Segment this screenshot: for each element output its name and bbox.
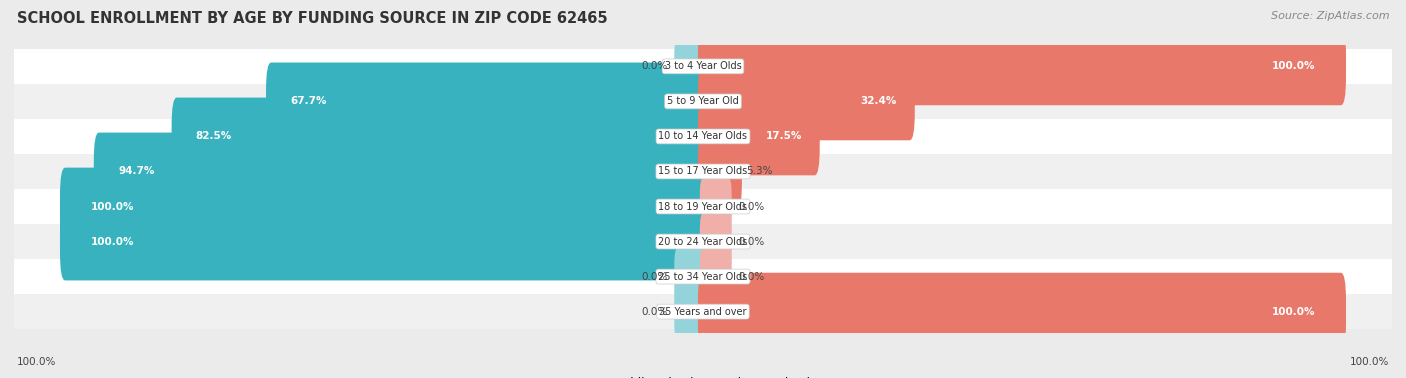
Text: 100.0%: 100.0% <box>90 201 134 212</box>
FancyBboxPatch shape <box>700 248 731 305</box>
FancyBboxPatch shape <box>172 98 709 175</box>
FancyBboxPatch shape <box>700 178 731 235</box>
Text: 5.3%: 5.3% <box>747 166 773 177</box>
Text: 18 to 19 Year Olds: 18 to 19 Year Olds <box>658 201 748 212</box>
Text: 10 to 14 Year Olds: 10 to 14 Year Olds <box>658 132 748 141</box>
Text: 20 to 24 Year Olds: 20 to 24 Year Olds <box>658 237 748 246</box>
Text: 82.5%: 82.5% <box>195 132 232 141</box>
Text: Source: ZipAtlas.com: Source: ZipAtlas.com <box>1271 11 1389 21</box>
FancyBboxPatch shape <box>266 62 709 140</box>
FancyBboxPatch shape <box>60 203 709 280</box>
Text: 0.0%: 0.0% <box>738 237 765 246</box>
FancyBboxPatch shape <box>60 167 709 245</box>
Text: 100.0%: 100.0% <box>1272 61 1316 71</box>
Text: 5 to 9 Year Old: 5 to 9 Year Old <box>666 96 740 107</box>
Text: 0.0%: 0.0% <box>641 307 668 317</box>
FancyBboxPatch shape <box>697 133 742 211</box>
Bar <box>14 224 1392 259</box>
Bar <box>14 154 1392 189</box>
FancyBboxPatch shape <box>675 248 706 305</box>
Text: 100.0%: 100.0% <box>1272 307 1316 317</box>
FancyBboxPatch shape <box>697 28 1346 105</box>
FancyBboxPatch shape <box>675 283 706 340</box>
Text: 94.7%: 94.7% <box>118 166 155 177</box>
Bar <box>14 84 1392 119</box>
Text: 100.0%: 100.0% <box>1350 357 1389 367</box>
Text: 100.0%: 100.0% <box>90 237 134 246</box>
Legend: Public School, Private School: Public School, Private School <box>596 377 810 378</box>
FancyBboxPatch shape <box>94 133 709 211</box>
Text: 0.0%: 0.0% <box>641 61 668 71</box>
Text: 0.0%: 0.0% <box>738 201 765 212</box>
Text: 0.0%: 0.0% <box>641 271 668 282</box>
Text: SCHOOL ENROLLMENT BY AGE BY FUNDING SOURCE IN ZIP CODE 62465: SCHOOL ENROLLMENT BY AGE BY FUNDING SOUR… <box>17 11 607 26</box>
Text: 100.0%: 100.0% <box>17 357 56 367</box>
Text: 3 to 4 Year Olds: 3 to 4 Year Olds <box>665 61 741 71</box>
FancyBboxPatch shape <box>697 62 915 140</box>
FancyBboxPatch shape <box>675 38 706 95</box>
Bar <box>14 189 1392 224</box>
Text: 67.7%: 67.7% <box>290 96 326 107</box>
Bar <box>14 119 1392 154</box>
Text: 32.4%: 32.4% <box>860 96 897 107</box>
Bar <box>14 294 1392 329</box>
Bar <box>14 49 1392 84</box>
Text: 0.0%: 0.0% <box>738 271 765 282</box>
Text: 15 to 17 Year Olds: 15 to 17 Year Olds <box>658 166 748 177</box>
Text: 25 to 34 Year Olds: 25 to 34 Year Olds <box>658 271 748 282</box>
Text: 35 Years and over: 35 Years and over <box>659 307 747 317</box>
FancyBboxPatch shape <box>697 98 820 175</box>
FancyBboxPatch shape <box>697 273 1346 350</box>
Bar <box>14 259 1392 294</box>
FancyBboxPatch shape <box>700 213 731 270</box>
Text: 17.5%: 17.5% <box>765 132 801 141</box>
